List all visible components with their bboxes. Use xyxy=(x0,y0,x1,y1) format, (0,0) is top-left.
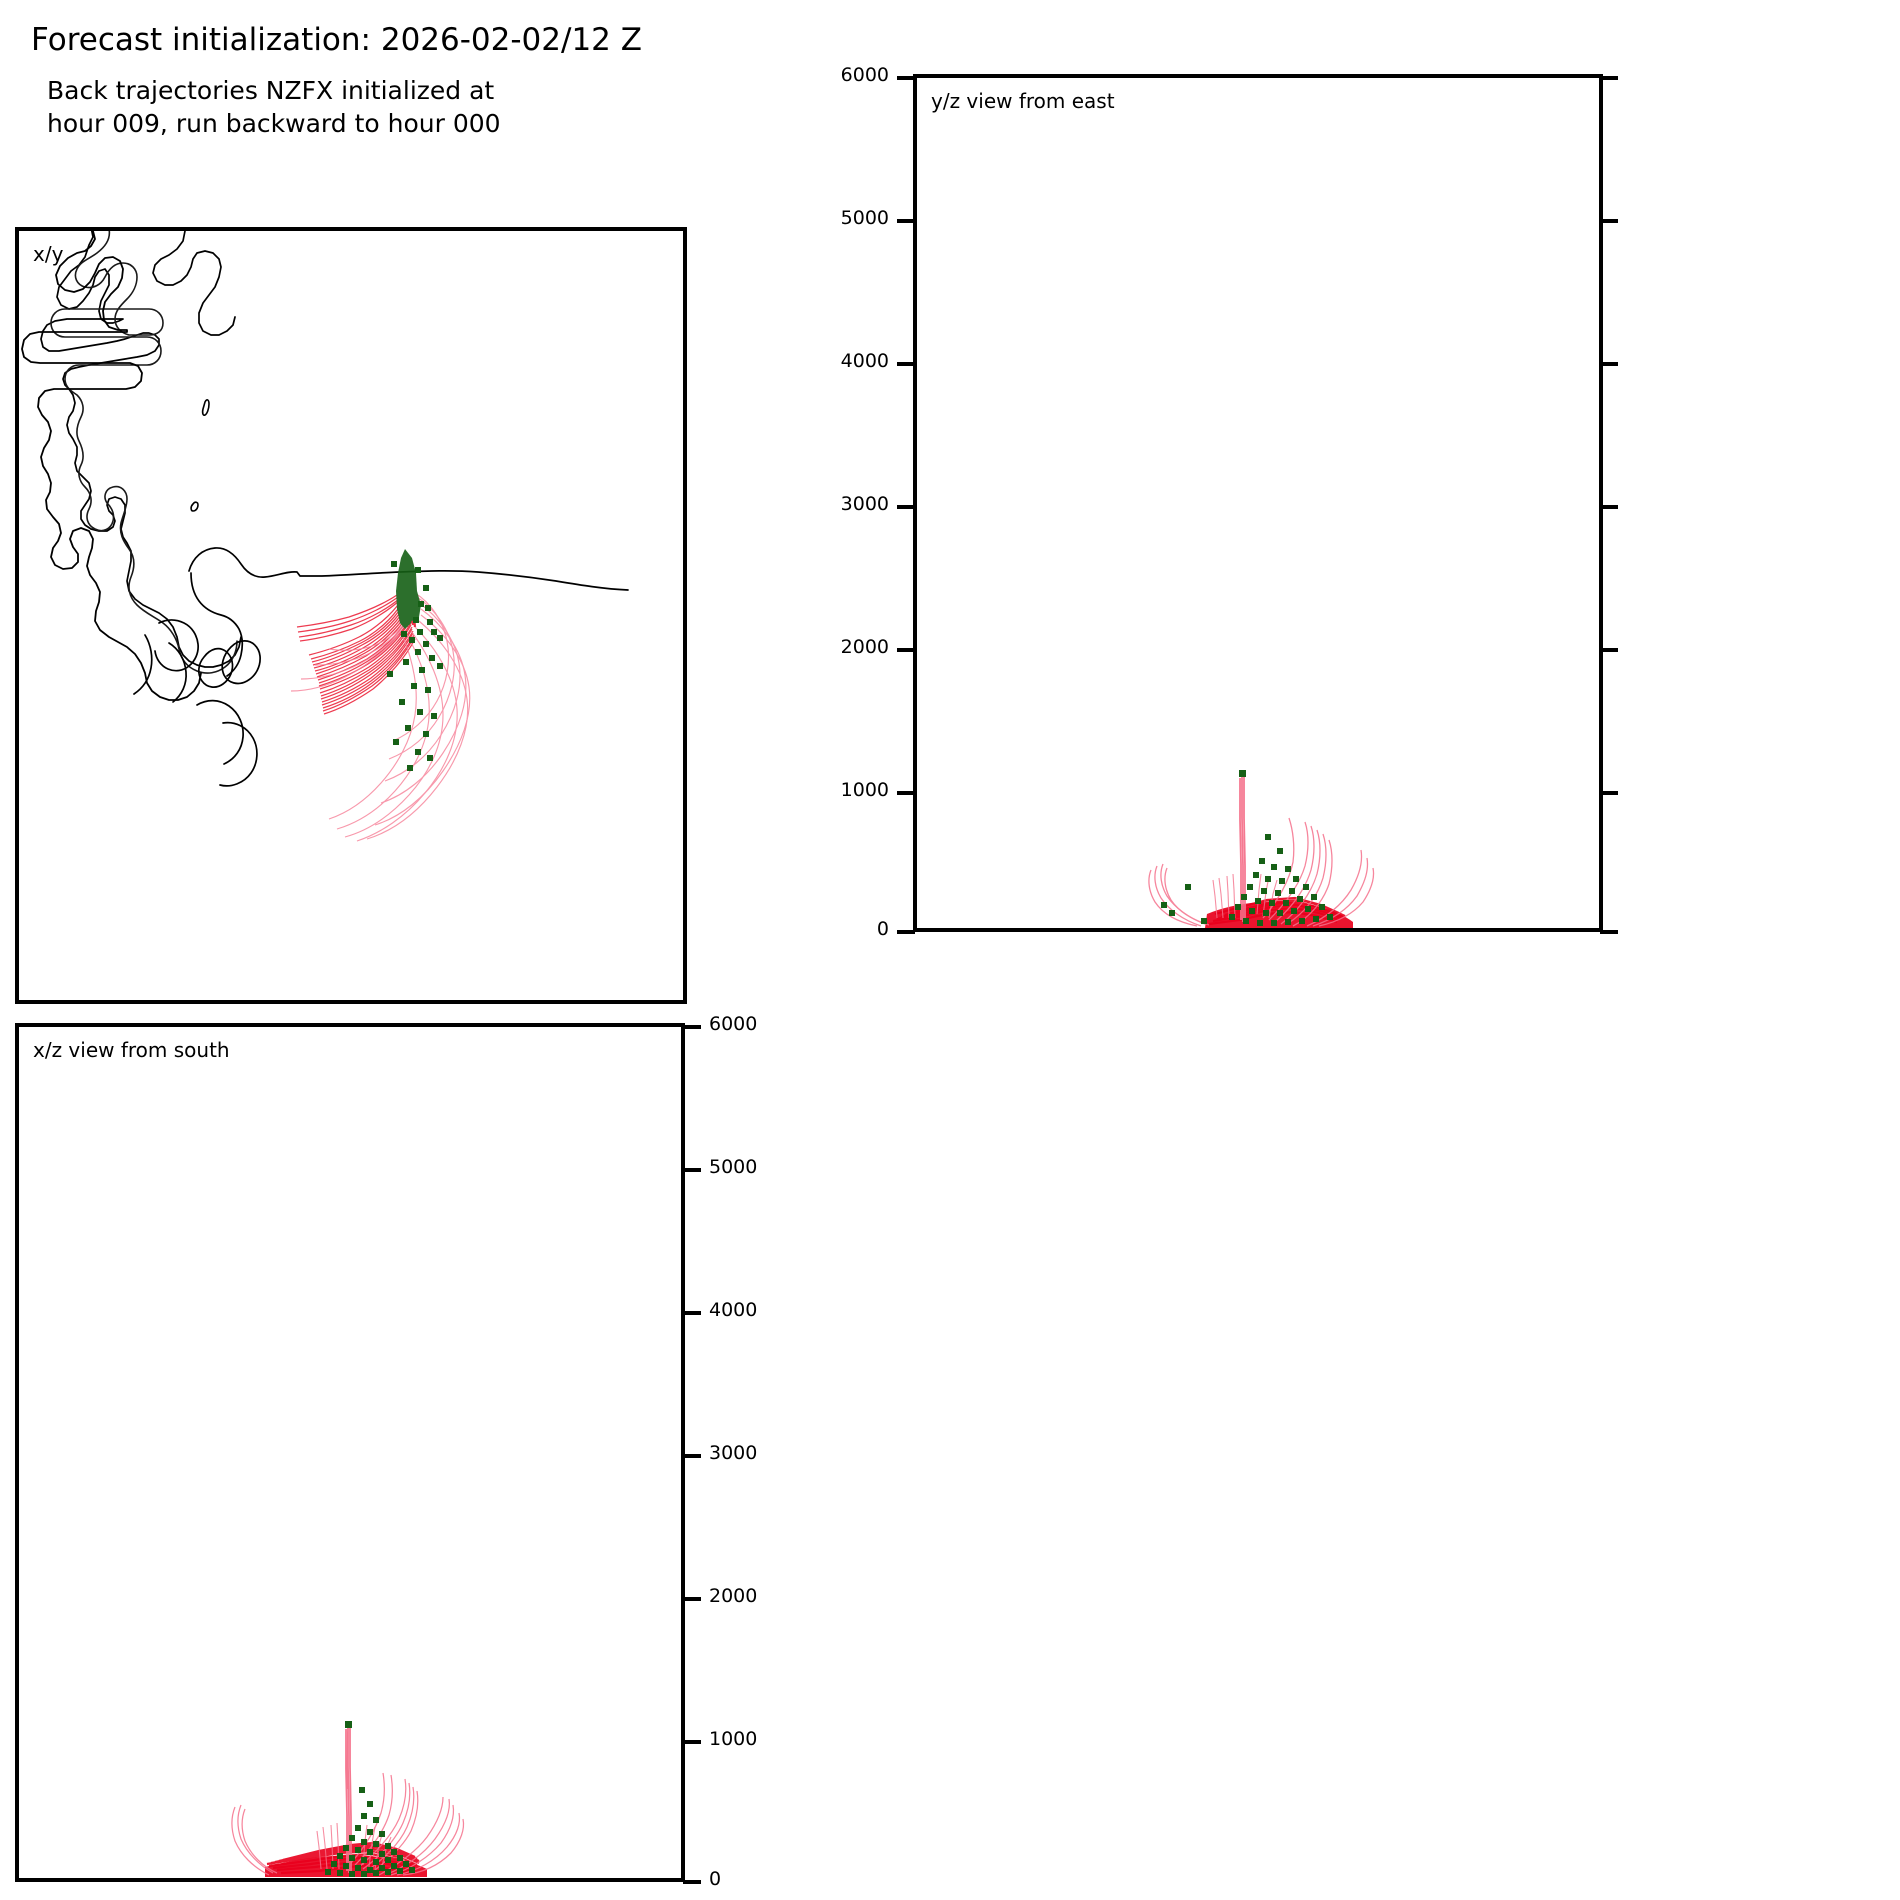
tick-mark-2000 xyxy=(683,1597,701,1601)
page-subtitle: Back trajectories NZFX initialized at ho… xyxy=(47,76,501,138)
tick-mark-5000 xyxy=(897,219,915,223)
axis-xz-vertical: 6000 5000 4000 3000 2000 1000 0 xyxy=(683,1015,823,1889)
axis-yz-vertical: 6000 5000 4000 3000 2000 1000 0 xyxy=(780,66,915,939)
tick-label-0: 0 xyxy=(876,918,889,940)
tick-label-5000: 5000 xyxy=(709,1156,758,1178)
axis-yz-right-ticks xyxy=(1600,74,1630,934)
yz-plot-svg xyxy=(1148,770,1375,928)
coastline-traced xyxy=(50,231,238,674)
tick-label-0: 0 xyxy=(709,1868,722,1890)
trajectory-bundle-xy xyxy=(290,549,471,842)
tick-mark-3000 xyxy=(897,505,915,509)
tick-mark-3000 xyxy=(683,1454,701,1458)
panel-yz-canvas xyxy=(917,78,1599,928)
islet-group xyxy=(190,399,210,512)
tick-label-3000: 3000 xyxy=(709,1442,758,1464)
tick-mark-4000 xyxy=(683,1311,701,1315)
tick-mark-right-0 xyxy=(1600,930,1618,934)
endpoint-marker-group xyxy=(387,561,443,771)
tick-mark-right-4000 xyxy=(1600,362,1618,366)
coastline-path-group xyxy=(40,231,242,668)
coastline-traced-group xyxy=(50,231,238,674)
tick-mark-right-6000 xyxy=(1600,76,1618,80)
island-small-1 xyxy=(198,647,234,688)
tick-label-3000: 3000 xyxy=(840,493,889,515)
tick-mark-right-1000 xyxy=(1600,791,1618,795)
tick-label-1000: 1000 xyxy=(840,779,889,801)
panel-xy-canvas xyxy=(19,231,683,1000)
tick-mark-6000 xyxy=(897,76,915,80)
tick-label-2000: 2000 xyxy=(840,636,889,658)
island-small-2 xyxy=(221,640,261,685)
tick-mark-right-2000 xyxy=(1600,648,1618,652)
tick-mark-4000 xyxy=(897,362,915,366)
tick-label-4000: 4000 xyxy=(840,350,889,372)
tick-mark-5000 xyxy=(683,1168,701,1172)
yz-endpoint-marker-group xyxy=(1161,834,1333,926)
tick-mark-right-3000 xyxy=(1600,505,1618,509)
page-title: Forecast initialization: 2026-02-02/12 Z xyxy=(31,22,642,58)
coastline-main xyxy=(40,231,242,668)
tick-label-2000: 2000 xyxy=(709,1585,758,1607)
panel-xz-canvas xyxy=(19,1027,681,1878)
tick-mark-2000 xyxy=(897,648,915,652)
peninsula-west xyxy=(154,619,199,672)
xz-spike-top-marker xyxy=(345,1721,352,1728)
trajectory-bundle-yz xyxy=(1148,770,1375,928)
tick-label-5000: 5000 xyxy=(840,207,889,229)
panel-yz-cross-section[interactable]: y/z view from east xyxy=(913,74,1603,932)
yz-spike-top-marker xyxy=(1239,770,1246,777)
harbour-group xyxy=(133,547,629,787)
tick-mark-right-5000 xyxy=(1600,219,1618,223)
coastline-nw-inlets xyxy=(152,231,236,336)
tick-mark-6000 xyxy=(683,1025,701,1029)
tick-label-6000: 6000 xyxy=(709,1013,758,1035)
tick-mark-1000 xyxy=(897,791,915,795)
tick-label-6000: 6000 xyxy=(840,64,889,86)
bay-north-shore xyxy=(188,547,629,591)
coastline-detail-group xyxy=(21,231,202,701)
panel-xy-plan-view[interactable]: x/y xyxy=(15,227,687,1004)
xz-plot-svg xyxy=(231,1721,465,1877)
panel-xz-cross-section[interactable]: x/z view from south xyxy=(15,1023,685,1882)
tick-mark-1000 xyxy=(683,1740,701,1744)
tick-mark-0 xyxy=(897,930,915,934)
coastline-detail xyxy=(21,231,202,701)
trajectory-bundle-xz xyxy=(231,1721,465,1877)
source-marker-cluster xyxy=(396,549,421,629)
coast-south-bay xyxy=(219,721,258,787)
peninsula-sw-tip xyxy=(168,642,187,703)
tick-label-4000: 4000 xyxy=(709,1299,758,1321)
inlet-sw xyxy=(133,634,153,695)
xz-endpoint-marker-group xyxy=(325,1787,415,1877)
islet-south xyxy=(190,501,199,512)
coast-south-hook xyxy=(196,699,244,765)
xy-plot-svg xyxy=(21,231,629,842)
tick-label-1000: 1000 xyxy=(709,1728,758,1750)
tick-mark-0 xyxy=(683,1880,701,1884)
islet-north xyxy=(201,399,210,416)
bay-inner xyxy=(190,572,244,677)
